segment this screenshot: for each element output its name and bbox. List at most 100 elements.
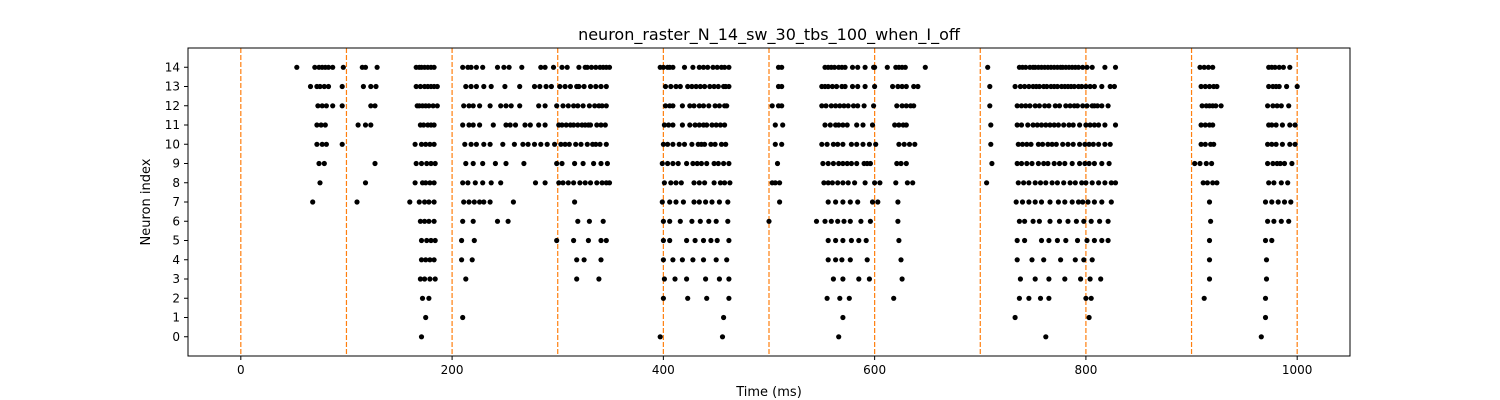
spike-point bbox=[1081, 218, 1087, 224]
spike-point bbox=[693, 83, 699, 90]
spike-point bbox=[598, 122, 604, 128]
spike-point bbox=[726, 295, 732, 301]
spike-point bbox=[715, 83, 721, 90]
spike-point bbox=[1206, 237, 1213, 244]
spike-point bbox=[552, 141, 558, 147]
spike-point bbox=[891, 295, 897, 301]
spike-point bbox=[691, 103, 697, 109]
spike-point bbox=[1277, 160, 1283, 167]
spike-point bbox=[1210, 180, 1216, 186]
spike-point bbox=[691, 199, 697, 205]
spike-point bbox=[1053, 141, 1059, 147]
spike-point bbox=[500, 141, 506, 147]
spike-point bbox=[895, 199, 901, 205]
spike-point bbox=[418, 257, 425, 263]
spike-markers bbox=[294, 64, 1300, 340]
spike-point bbox=[1045, 141, 1051, 147]
spike-point bbox=[1275, 199, 1281, 205]
spike-point bbox=[820, 160, 826, 167]
spike-point bbox=[727, 180, 733, 186]
spike-point bbox=[711, 180, 717, 186]
spike-point bbox=[559, 64, 565, 70]
spike-point bbox=[1097, 218, 1103, 224]
spike-point bbox=[822, 218, 828, 224]
spike-point bbox=[825, 199, 831, 205]
spike-point bbox=[498, 103, 504, 109]
spike-point bbox=[318, 122, 324, 128]
spike-point bbox=[678, 180, 684, 186]
spike-point bbox=[1273, 141, 1279, 147]
spike-point bbox=[841, 218, 847, 224]
spike-point bbox=[480, 180, 486, 186]
spike-point bbox=[426, 218, 432, 224]
spike-point bbox=[1083, 83, 1089, 90]
spike-point bbox=[562, 141, 568, 147]
spike-point bbox=[850, 103, 857, 109]
spike-point bbox=[597, 141, 603, 147]
spike-point bbox=[1032, 199, 1038, 205]
spike-point bbox=[988, 122, 994, 128]
spike-point bbox=[922, 64, 928, 70]
y-tick-label: 1 bbox=[172, 311, 180, 325]
spike-point bbox=[1045, 160, 1051, 167]
spike-point bbox=[1074, 103, 1081, 109]
spike-point bbox=[1083, 180, 1089, 186]
spike-point bbox=[987, 103, 993, 109]
spike-point bbox=[373, 83, 379, 90]
spike-point bbox=[1201, 295, 1207, 301]
spike-point bbox=[721, 314, 727, 321]
spike-point bbox=[461, 199, 467, 205]
spike-point bbox=[1105, 103, 1111, 109]
spike-point bbox=[906, 141, 913, 147]
spike-point bbox=[824, 141, 830, 147]
spike-point bbox=[542, 64, 548, 70]
spike-point bbox=[1087, 276, 1093, 282]
spike-point bbox=[700, 103, 707, 109]
spike-point bbox=[1084, 64, 1090, 70]
spike-point bbox=[1044, 83, 1050, 90]
spike-point bbox=[862, 64, 868, 70]
spike-point bbox=[668, 83, 674, 90]
spike-point bbox=[468, 83, 474, 90]
spike-point bbox=[339, 141, 345, 147]
spike-point bbox=[536, 122, 542, 128]
spike-point bbox=[480, 160, 486, 167]
y-tick-label: 7 bbox=[172, 195, 180, 209]
spike-point bbox=[566, 141, 572, 147]
spike-point bbox=[1270, 160, 1276, 167]
spike-point bbox=[871, 103, 877, 109]
y-tick-label: 13 bbox=[165, 80, 180, 94]
y-tick-label: 4 bbox=[172, 253, 180, 267]
spike-point bbox=[531, 141, 538, 147]
spike-point bbox=[1281, 160, 1288, 167]
spike-point bbox=[1265, 141, 1271, 147]
spike-point bbox=[1058, 257, 1064, 263]
spike-point bbox=[862, 180, 868, 186]
spike-point bbox=[432, 237, 438, 244]
spike-point bbox=[427, 276, 433, 282]
spike-point bbox=[840, 237, 846, 244]
spike-point bbox=[1019, 141, 1026, 147]
spike-point bbox=[822, 122, 828, 128]
spike-point bbox=[432, 160, 438, 167]
spike-point bbox=[1027, 103, 1033, 109]
spike-point bbox=[1286, 103, 1292, 109]
spike-point bbox=[471, 199, 477, 205]
x-tick-label: 400 bbox=[652, 363, 675, 377]
spike-point bbox=[1087, 122, 1093, 128]
spike-point bbox=[860, 141, 866, 147]
spike-point bbox=[594, 180, 600, 186]
spike-point bbox=[867, 160, 874, 167]
spike-point bbox=[1080, 199, 1086, 205]
spike-point bbox=[564, 64, 570, 70]
spike-point bbox=[1035, 141, 1041, 147]
spike-point bbox=[659, 160, 665, 167]
spike-point bbox=[840, 141, 846, 147]
spike-point bbox=[1286, 218, 1292, 224]
spike-point bbox=[813, 218, 820, 224]
spike-point bbox=[1047, 122, 1053, 128]
spike-point bbox=[825, 83, 831, 90]
spike-point bbox=[1269, 122, 1275, 128]
spike-point bbox=[1041, 257, 1047, 263]
spike-point bbox=[903, 160, 909, 167]
